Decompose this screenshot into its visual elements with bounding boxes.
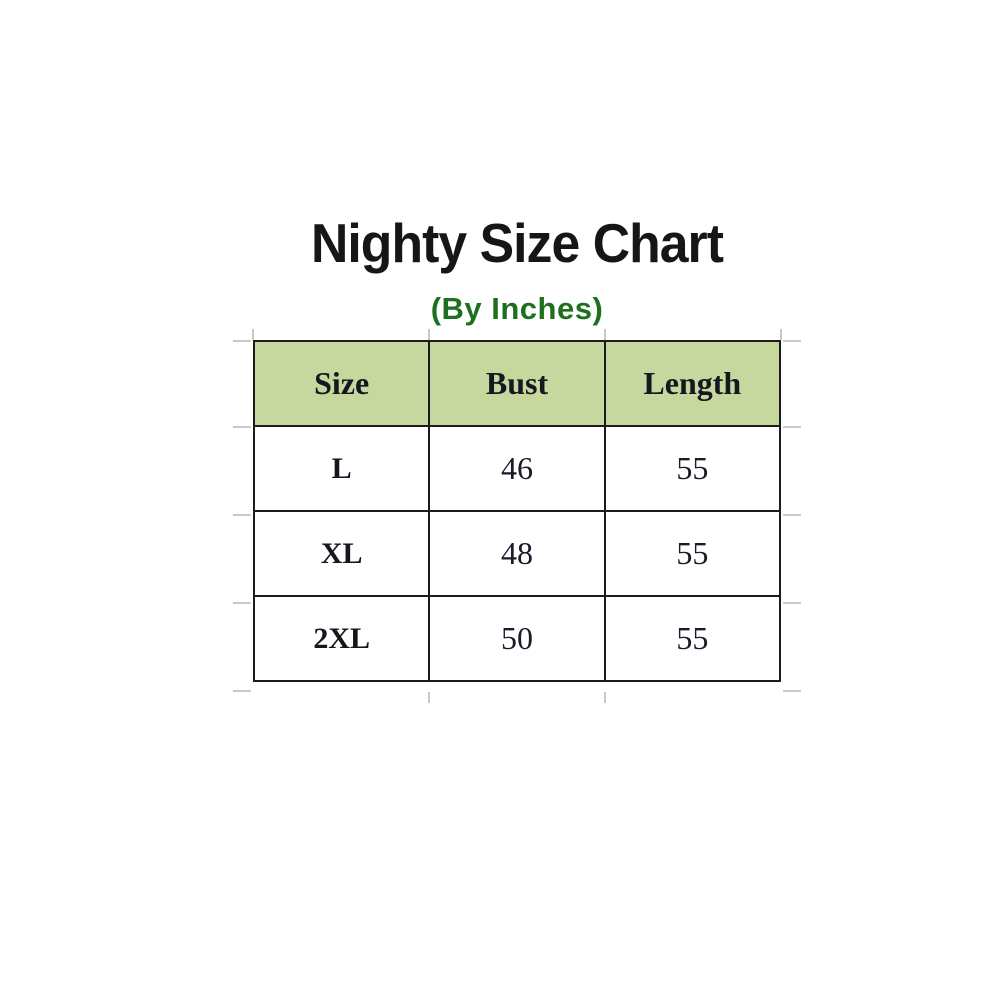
length-value-cell: 55 bbox=[603, 425, 782, 512]
size-value-cell: 2XL bbox=[252, 595, 431, 682]
size-value-cell: L bbox=[252, 425, 431, 512]
col-header-length: Length bbox=[603, 340, 782, 427]
col-header-bust: Bust bbox=[428, 340, 606, 427]
gridline-stub bbox=[604, 329, 606, 340]
gridline-stub bbox=[252, 329, 254, 340]
bust-value-cell: 48 bbox=[428, 510, 606, 597]
gridline-stub bbox=[233, 690, 251, 692]
size-table-body: L 46 55 XL 48 55 2XL 50 55 bbox=[252, 425, 782, 682]
header-row: Size Bust Length bbox=[252, 340, 782, 427]
bust-value-cell: 50 bbox=[428, 595, 606, 682]
gridline-stub bbox=[783, 426, 801, 428]
gridline-stub bbox=[233, 602, 251, 604]
gridline-stub bbox=[428, 329, 430, 340]
size-table-header: Size Bust Length bbox=[252, 340, 782, 427]
table-row: 2XL 50 55 bbox=[252, 595, 782, 682]
size-chart-page: Nighty Size Chart (By Inches) Size Bust … bbox=[233, 212, 801, 703]
length-value-cell: 55 bbox=[603, 510, 782, 597]
gridline-stub bbox=[783, 602, 801, 604]
size-value-cell: XL bbox=[252, 510, 431, 597]
size-table-wrap: Size Bust Length L 46 55 XL 48 55 2XL bbox=[233, 329, 801, 703]
table-row: XL 48 55 bbox=[252, 510, 782, 597]
gridline-stub bbox=[783, 690, 801, 692]
table-row: L 46 55 bbox=[252, 425, 782, 512]
gridline-stub bbox=[233, 340, 251, 342]
page-subtitle: (By Inches) bbox=[430, 291, 604, 326]
gridline-stub bbox=[780, 329, 782, 340]
page-title: Nighty Size Chart bbox=[310, 212, 724, 274]
col-header-size: Size bbox=[252, 340, 431, 427]
gridline-stub bbox=[604, 692, 606, 703]
gridline-stub bbox=[233, 426, 251, 428]
length-value-cell: 55 bbox=[603, 595, 782, 682]
gridline-stub bbox=[428, 692, 430, 703]
gridline-stub bbox=[233, 514, 251, 516]
gridline-stub bbox=[783, 340, 801, 342]
bust-value-cell: 46 bbox=[428, 425, 606, 512]
gridline-stub bbox=[783, 514, 801, 516]
size-table: Size Bust Length L 46 55 XL 48 55 2XL bbox=[252, 340, 782, 682]
